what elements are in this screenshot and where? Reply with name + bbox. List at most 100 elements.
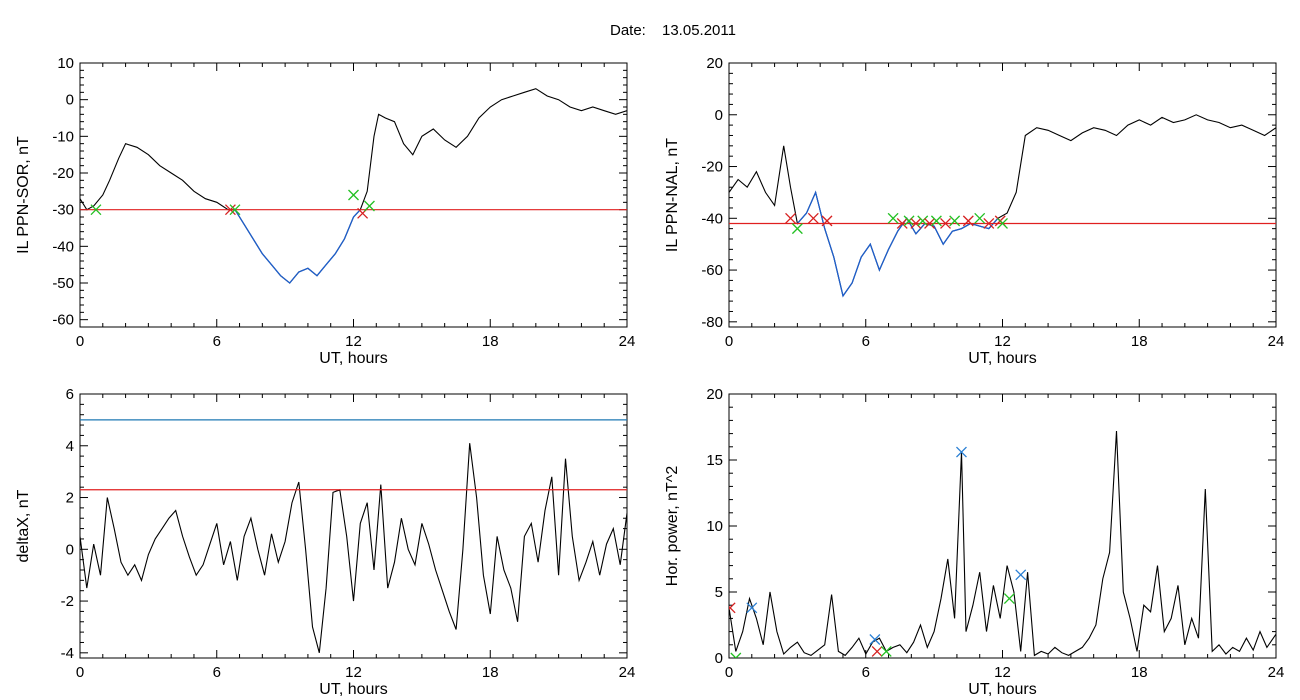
cross-marker-stroke bbox=[224, 204, 236, 216]
y-tick-label: 20 bbox=[706, 55, 723, 72]
cross-marker-red bbox=[896, 218, 908, 229]
cross-marker-green bbox=[880, 645, 892, 657]
series-line-highlight bbox=[234, 209, 361, 284]
x-axis-label: UT, hours bbox=[319, 350, 387, 367]
cross-marker-stroke bbox=[997, 218, 1008, 229]
y-tick-label: 15 bbox=[706, 452, 723, 469]
cross-marker-green bbox=[363, 200, 375, 212]
x-tick-label: 24 bbox=[1268, 664, 1285, 681]
cross-marker-green bbox=[974, 212, 986, 224]
x-tick-label: 6 bbox=[213, 664, 221, 681]
cross-marker-stroke bbox=[910, 218, 922, 229]
cross-marker-green bbox=[917, 215, 929, 227]
series-line bbox=[80, 443, 627, 653]
x-tick-label: 18 bbox=[482, 333, 499, 350]
x-tick-label: 12 bbox=[994, 664, 1011, 681]
x-tick-label: 0 bbox=[76, 333, 84, 350]
panel-sor: 0 6 12 18 24 10 0 -10 -20 -30 -40 -50 -60 UT, hours IL… bbox=[15, 55, 635, 367]
cross-marker-stroke bbox=[871, 645, 883, 657]
x-tick-label: 12 bbox=[345, 664, 362, 681]
y-tick-label: 2 bbox=[66, 490, 74, 507]
cross-marker-blue bbox=[869, 634, 881, 645]
cross-marker-stroke bbox=[821, 215, 833, 227]
cross-marker-stroke bbox=[887, 212, 899, 224]
series-line-highlight bbox=[796, 190, 999, 298]
cross-marker-stroke bbox=[785, 212, 796, 224]
cross-marker-stroke bbox=[974, 212, 986, 224]
y-tick-label: 6 bbox=[66, 386, 74, 403]
cross-marker-stroke bbox=[896, 218, 908, 229]
cross-marker-green bbox=[903, 215, 915, 227]
cross-marker-red bbox=[924, 218, 936, 229]
panel-nal: 0 6 12 18 24 20 0 -20 -40 -60 -80 UT, hours IL PPN-N… bbox=[664, 55, 1284, 367]
cross-marker-red bbox=[224, 204, 236, 216]
y-tick-label: -20 bbox=[52, 165, 74, 182]
plot-area bbox=[729, 430, 1276, 658]
x-axis-label: UT, hours bbox=[968, 681, 1036, 698]
x-tick-label: 12 bbox=[345, 333, 362, 350]
cross-marker-red bbox=[983, 218, 995, 229]
cross-marker-stroke bbox=[940, 218, 951, 229]
cross-marker-stroke bbox=[956, 446, 967, 458]
cross-marker-red bbox=[821, 215, 833, 227]
cross-marker-green bbox=[791, 223, 803, 235]
y-tick-label: 10 bbox=[706, 518, 723, 535]
y-axis-label: Hor. power, nT^2 bbox=[664, 466, 681, 587]
y-tick-label: -10 bbox=[52, 128, 74, 145]
cross-marker-green bbox=[229, 204, 241, 216]
cross-marker-stroke bbox=[880, 645, 892, 657]
x-tick-label: 12 bbox=[994, 333, 1011, 350]
x-tick-label: 24 bbox=[619, 333, 636, 350]
cross-marker-stroke bbox=[746, 602, 758, 614]
series-line bbox=[729, 430, 1276, 657]
cross-marker-red bbox=[807, 212, 819, 224]
cross-marker-green bbox=[90, 204, 102, 216]
panel-deltax: 0 6 12 18 24 6 4 2 0 -2 -4 UT, hours deltaX, nT bbox=[15, 386, 635, 698]
cross-marker-green bbox=[930, 215, 942, 227]
cross-marker-stroke bbox=[734, 652, 742, 658]
x-tick-label: 0 bbox=[725, 333, 733, 350]
y-tick-label: 20 bbox=[706, 386, 723, 403]
plot-area bbox=[729, 114, 1276, 298]
cross-marker-red bbox=[785, 212, 796, 224]
series-line bbox=[729, 114, 1276, 298]
plot-frame bbox=[728, 62, 1277, 328]
cross-marker-stroke bbox=[903, 215, 915, 227]
cross-marker-green bbox=[348, 189, 359, 201]
x-axis-label: UT, hours bbox=[319, 681, 387, 698]
x-tick-label: 24 bbox=[619, 664, 636, 681]
y-tick-label: -80 bbox=[701, 314, 723, 331]
cross-marker-stroke bbox=[869, 634, 881, 645]
x-tick-label: 18 bbox=[1131, 664, 1148, 681]
y-tick-label: -60 bbox=[701, 262, 723, 279]
y-tick-label: 0 bbox=[66, 541, 74, 558]
x-tick-label: 18 bbox=[1131, 333, 1148, 350]
cross-marker-stroke bbox=[930, 215, 942, 227]
cross-marker-stroke bbox=[90, 204, 102, 216]
panel-power: 0 6 12 18 24 20 15 10 5 0 UT, hours Hor. power, nT^… bbox=[664, 386, 1284, 698]
cross-marker-stroke bbox=[949, 215, 961, 227]
y-tick-label: -30 bbox=[52, 202, 74, 219]
y-tick-label: -2 bbox=[61, 593, 74, 610]
y-tick-label: 4 bbox=[66, 438, 74, 455]
cross-marker-stroke bbox=[229, 204, 241, 216]
y-tick-label: -20 bbox=[701, 159, 723, 176]
cross-marker-stroke bbox=[962, 215, 974, 227]
y-tick-label: 0 bbox=[715, 650, 723, 667]
cross-marker-stroke bbox=[363, 200, 375, 212]
y-axis-label: IL PPN-NAL, nT bbox=[664, 138, 681, 252]
cross-marker-stroke bbox=[1015, 569, 1027, 581]
cross-marker-green bbox=[730, 652, 742, 658]
x-tick-label: 6 bbox=[213, 333, 221, 350]
cross-marker-red bbox=[729, 602, 736, 614]
y-tick-label: -4 bbox=[61, 645, 74, 662]
cross-marker-stroke bbox=[917, 215, 929, 227]
date-label: Date: bbox=[610, 22, 646, 39]
x-tick-label: 24 bbox=[1268, 333, 1285, 350]
cross-marker-stroke bbox=[1003, 593, 1015, 605]
series-line bbox=[80, 88, 627, 284]
cross-marker-green bbox=[949, 215, 961, 227]
plot-area bbox=[80, 88, 627, 284]
cross-marker-blue bbox=[1015, 569, 1027, 581]
